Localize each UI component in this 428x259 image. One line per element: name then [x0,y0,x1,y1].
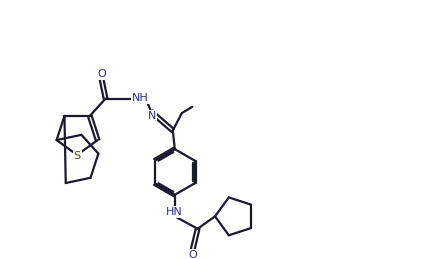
Text: O: O [97,69,106,80]
Text: S: S [74,151,81,161]
Text: NH: NH [132,93,149,103]
Text: N: N [148,111,156,120]
Text: HN: HN [166,207,182,217]
Text: O: O [188,249,197,259]
